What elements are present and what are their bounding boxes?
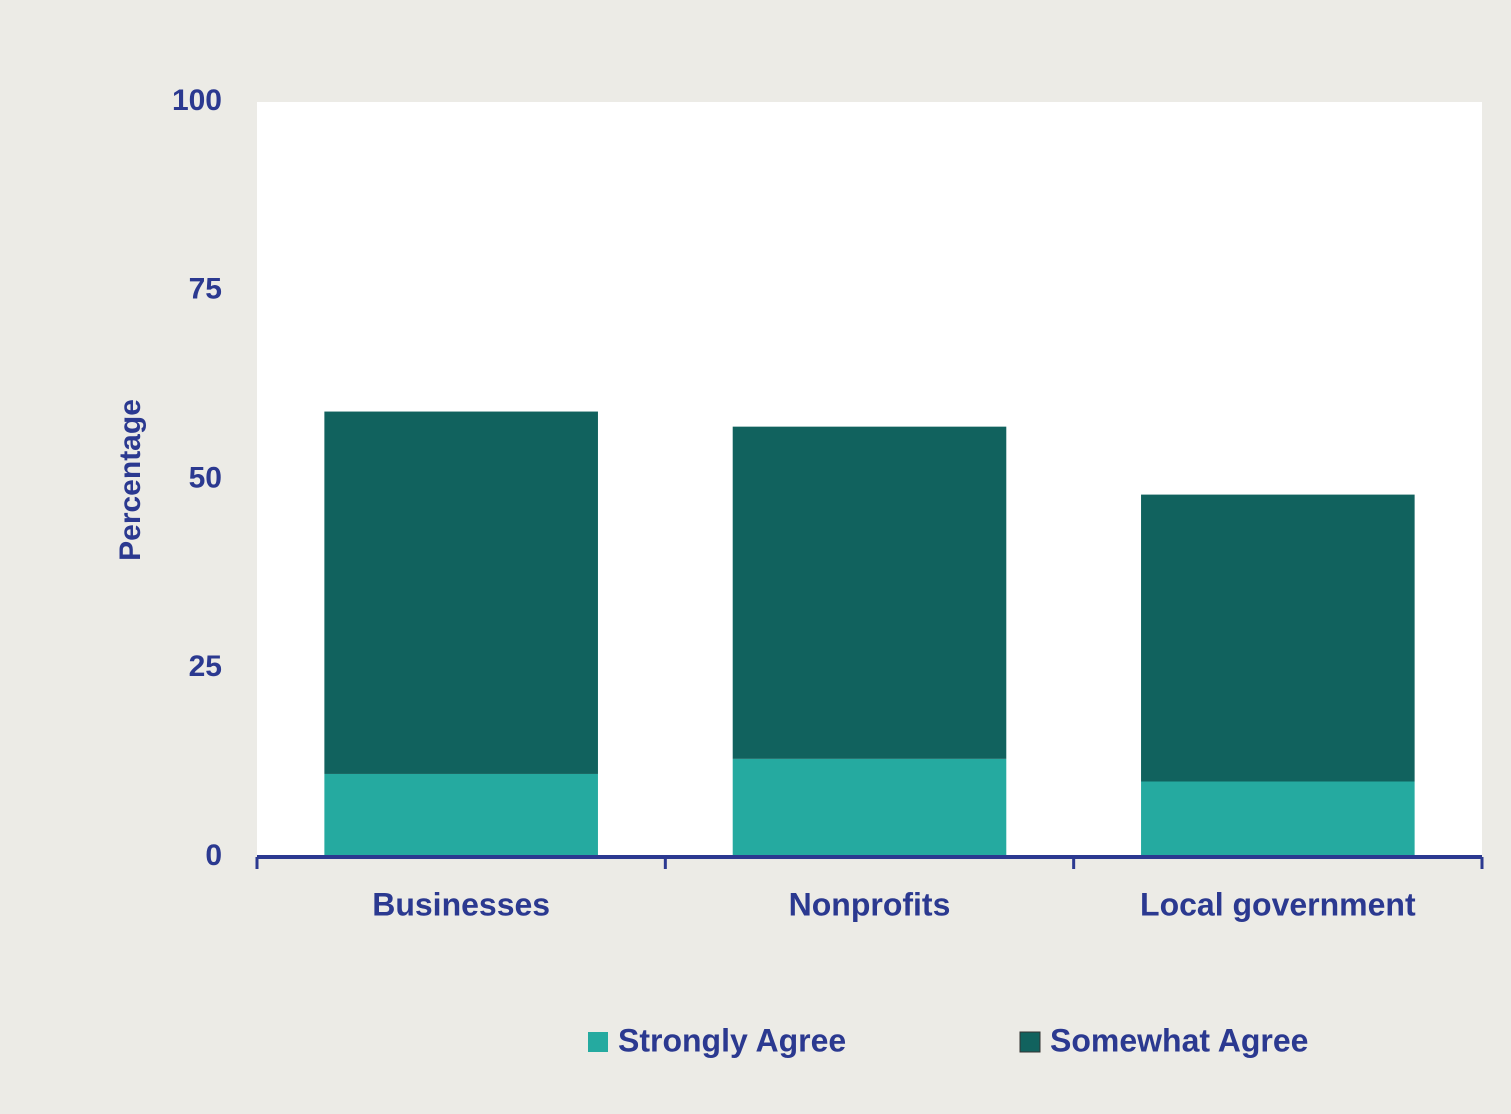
y-tick-label: 50 (189, 461, 222, 494)
bar-segment (324, 773, 598, 857)
x-tick-label: Local government (1140, 886, 1416, 922)
legend-swatch (1019, 1031, 1041, 1053)
legend-label: Somewhat Agree (1050, 1022, 1308, 1058)
x-tick-label: Businesses (372, 886, 550, 922)
bar-segment (732, 426, 1007, 759)
legend-swatch (588, 1032, 608, 1052)
y-tick-label: 25 (189, 650, 222, 683)
y-tick-label: 75 (189, 273, 222, 306)
bar-segment (1141, 781, 1415, 857)
y-axis-label: Percentage (114, 399, 147, 561)
bar-segment (324, 411, 598, 774)
legend-label: Strongly Agree (618, 1022, 846, 1058)
bar-segment (732, 758, 1007, 857)
y-tick-label: 100 (172, 84, 222, 117)
bar-segment (1141, 494, 1415, 782)
x-tick-label: Nonprofits (789, 886, 951, 922)
y-tick-label: 0 (205, 839, 222, 872)
